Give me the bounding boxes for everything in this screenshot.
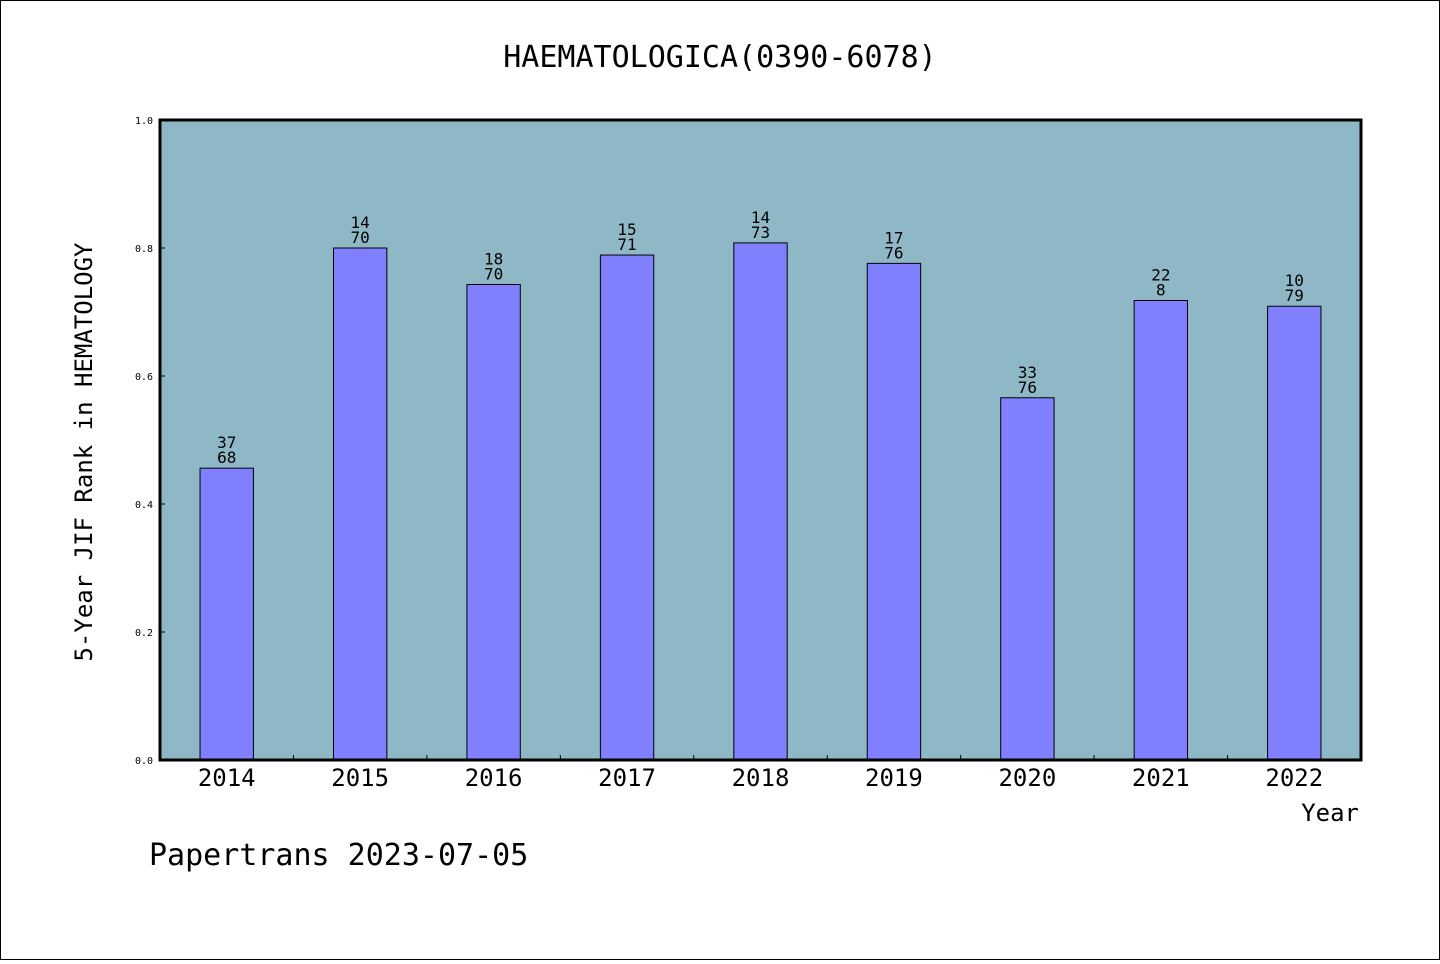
bar-total-label-2015: 70 [351,228,370,247]
bars-group [199,242,1322,761]
chart-title: HAEMATOLOGICA(0390-6078) [503,40,936,75]
plot-border [158,118,1363,762]
bar-total-label-2018: 73 [751,223,770,242]
bar-2017 [599,254,655,761]
x-tick-label-2016: 2016 [465,764,523,792]
bar-total-label-2021: 8 [1156,280,1166,299]
y-tick-label: 0.4 [135,500,153,511]
x-axis-label: Year [1301,799,1359,827]
bar-total-label-2017: 71 [617,235,636,254]
bar-total-label-2014: 68 [217,448,236,467]
bar-2019 [866,262,922,761]
bar-rank-label-2021: 22 [1151,265,1170,284]
bar-2015 [332,247,388,761]
bar-total-label-2019: 76 [884,243,903,262]
bar-rank-label-2014: 37 [217,433,236,452]
bar-total-label-2016: 70 [484,264,503,283]
bar-2014 [199,467,254,761]
x-tick-label-2015: 2015 [331,764,389,792]
y-tick-label: 0.8 [135,244,153,255]
x-tick-label-2014: 2014 [198,764,256,792]
bar-total-label-2020: 76 [1018,378,1037,397]
bar-2016 [466,283,521,761]
bar-rank-label-2016: 18 [484,249,503,268]
x-tick-label-2020: 2020 [998,764,1056,792]
bar-rank-label-2015: 14 [351,213,370,232]
x-ticks-group: 2014 2015 2016 2017 2018 2019 2020 2021 2022 [198,755,1323,792]
bar-2020 [1000,397,1055,761]
bar-rank-label-2017: 15 [617,220,636,239]
x-tick-label-2019: 2019 [865,764,923,792]
x-tick-label-2018: 2018 [732,764,790,792]
bar-rank-label-2018: 14 [751,208,770,227]
footer-text: Papertrans 2023-07-05 [149,838,528,873]
x-tick-label-2022: 2022 [1265,764,1323,792]
bar-2022 [1267,305,1322,761]
bar-2021 [1133,299,1189,761]
y-tick-label: 0.6 [135,372,153,383]
bar-rank-label-2022: 10 [1285,271,1304,290]
y-tick-label: 0.2 [135,628,153,639]
y-tick-label: 1.0 [135,116,153,127]
x-tick-label-2017: 2017 [598,764,656,792]
y-axis-label: 5-Year JIF Rank in HEMATOLOGY [70,242,98,662]
bar-2018 [733,242,788,761]
x-tick-label-2021: 2021 [1132,764,1190,792]
bar-total-label-2022: 79 [1285,286,1304,305]
bar-rank-label-2020: 33 [1018,363,1037,382]
bar-rank-label-2019: 17 [884,228,903,247]
y-tick-label: 0.0 [135,756,153,767]
